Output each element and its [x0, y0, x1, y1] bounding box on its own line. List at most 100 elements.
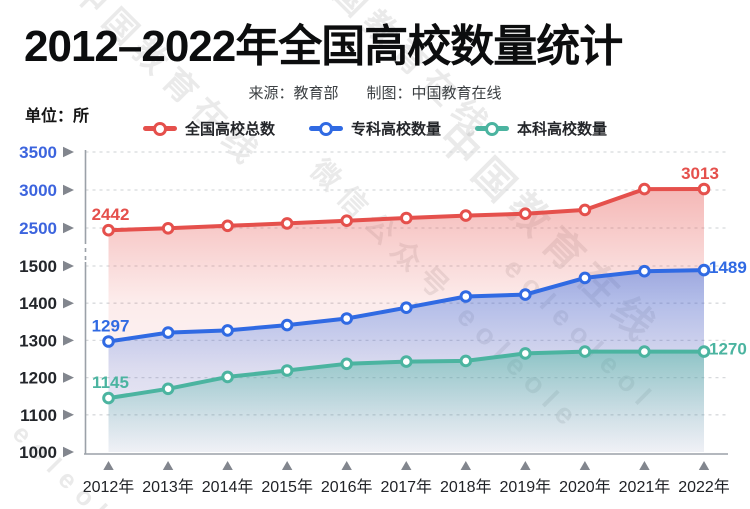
data-point-marker: [697, 263, 711, 277]
x-tick-triangle-icon: [401, 461, 412, 470]
x-tick-triangle-icon: [103, 461, 114, 470]
legend-item-0: 全国高校总数: [142, 118, 275, 139]
legend-line-marker-icon: [308, 121, 343, 136]
x-tick-label: 2020年: [559, 478, 611, 496]
data-point-marker: [400, 355, 413, 368]
y-tick-triangle-icon: [63, 260, 74, 272]
x-tick-label: 2015年: [261, 478, 313, 496]
data-point-marker: [102, 223, 115, 237]
x-tick-label: 2022年: [678, 478, 730, 496]
y-tick-label: 3500: [19, 143, 57, 162]
y-tick-triangle-icon: [63, 409, 74, 420]
data-point-marker: [400, 211, 413, 225]
data-point-marker: [161, 326, 175, 339]
x-tick-triangle-icon: [520, 461, 531, 470]
y-tick-triangle-icon: [63, 298, 74, 309]
x-tick-triangle-icon: [222, 461, 233, 470]
x-tick-triangle-icon: [281, 461, 293, 470]
y-tick-label: 2500: [19, 219, 57, 238]
data-point-marker: [340, 214, 354, 227]
data-point-marker: [697, 182, 711, 196]
first-value-label: 1297: [92, 317, 130, 336]
last-value-label: 1270: [709, 340, 747, 359]
data-point-marker: [638, 264, 651, 278]
source-note: 来源：教育部: [248, 85, 339, 102]
data-point-marker: [578, 203, 592, 217]
data-point-marker: [102, 335, 115, 348]
y-tick-triangle-icon: [63, 335, 74, 346]
y-tick-triangle-icon: [63, 372, 74, 383]
data-point-marker: [519, 207, 532, 220]
y-tick-triangle-icon: [63, 184, 74, 196]
y-tick-label: 1400: [19, 294, 57, 313]
y-tick-triangle-icon: [63, 146, 74, 158]
legend-item-2: 本科高校数量: [475, 118, 607, 139]
subtitle: 来源：教育部 制图：中国教育在线: [0, 82, 750, 103]
legend-label: 本科高校数量: [517, 121, 608, 138]
y-tick-triangle-icon: [63, 222, 74, 234]
unit-label: 单位：所: [25, 108, 90, 125]
data-point-marker: [459, 290, 473, 303]
data-point-marker: [400, 301, 413, 315]
x-tick-labels: 2012年 2013年 2014年 2015年 2016年 2017年 2018年 2019年…: [83, 461, 730, 496]
data-point-marker: [340, 357, 354, 371]
x-tick-label: 2014年: [202, 478, 254, 496]
data-point-marker: [280, 318, 294, 332]
x-tick-label: 2012年: [83, 478, 135, 496]
x-tick-triangle-icon: [162, 461, 174, 470]
data-point-marker: [340, 312, 354, 325]
data-point-marker: [638, 345, 651, 358]
data-point-marker: [638, 182, 651, 196]
data-point-marker: [519, 347, 532, 360]
series-area: [108, 351, 704, 452]
data-point-marker: [102, 391, 115, 405]
data-point-marker: [459, 354, 473, 368]
y-tick-label: 1000: [19, 443, 57, 462]
data-point-marker: [578, 271, 592, 285]
x-tick-label: 2017年: [380, 478, 432, 496]
x-tick-triangle-icon: [460, 461, 471, 470]
legend-line-marker-icon: [142, 121, 177, 136]
y-tick-triangle-icon: [63, 446, 74, 458]
data-point-marker: [697, 345, 711, 358]
page-title: 2012–2022年全国高校数量统计: [24, 22, 623, 71]
x-tick-triangle-icon: [639, 461, 650, 470]
legend-item-1: 专科高校数量: [308, 118, 441, 139]
data-point-marker: [221, 219, 234, 233]
x-tick-label: 2018年: [440, 478, 492, 496]
credit-note: 制图：中国教育在线: [366, 85, 502, 102]
y-tick-label: 1500: [19, 257, 57, 276]
data-point-marker: [280, 364, 294, 377]
data-point-marker: [578, 345, 592, 358]
x-tick-label: 2013年: [142, 478, 194, 496]
data-point-marker: [161, 382, 175, 396]
y-tick-label: 1300: [19, 331, 57, 350]
y-tick-label: 3000: [19, 181, 57, 200]
data-point-marker: [519, 288, 532, 301]
data-point-marker: [221, 324, 234, 337]
data-point-marker: [221, 370, 234, 384]
y-tick-label: 1100: [20, 406, 57, 425]
x-tick-label: 2021年: [619, 478, 671, 496]
data-point-marker: [280, 217, 294, 230]
y-tick-label: 1200: [19, 369, 57, 388]
data-point-marker: [459, 209, 473, 222]
legend-line-marker-icon: [475, 121, 509, 136]
legend-label: 专科高校数量: [350, 121, 441, 138]
x-tick-label: 2019年: [500, 478, 552, 496]
legend-ring-icon: [318, 121, 333, 136]
chart-legend: 全国高校总数 专科高校数量 本科高校数量: [0, 118, 750, 139]
last-value-label: 1489: [709, 258, 747, 277]
x-tick-label: 2016年: [321, 478, 373, 496]
series-2: 1145 1270: [92, 340, 747, 452]
legend-ring-icon: [485, 121, 499, 136]
last-value-label: 3013: [681, 164, 719, 183]
x-tick-triangle-icon: [341, 461, 352, 470]
legend-label: 全国高校总数: [184, 121, 275, 138]
x-tick-triangle-icon: [698, 461, 710, 470]
data-point-marker: [161, 222, 175, 235]
first-value-label: 1145: [92, 373, 129, 392]
y-tick-labels: 3500 3000 2500 1500 1400 1300 1200 1100 1000: [19, 143, 74, 462]
